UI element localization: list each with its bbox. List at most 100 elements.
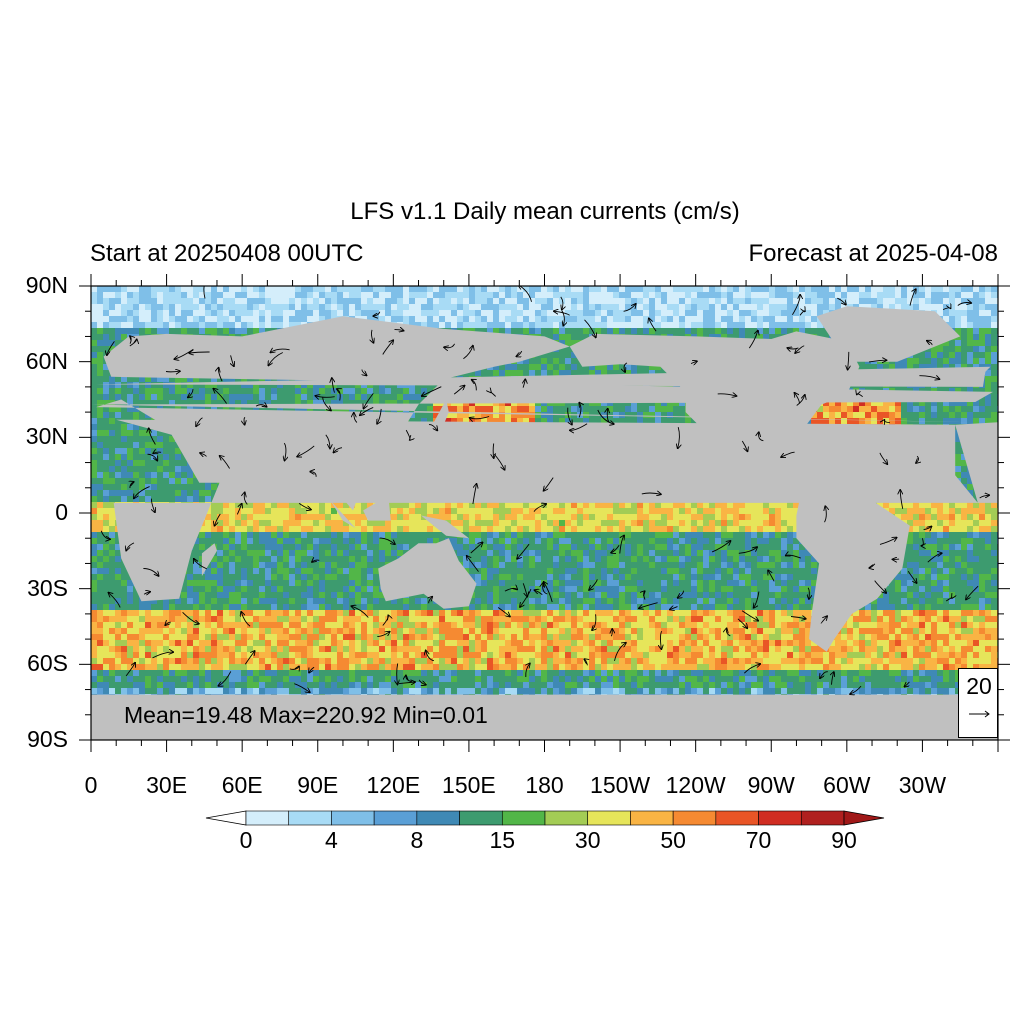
reference-vector-box: 20 (958, 668, 998, 738)
current-vector (711, 541, 730, 553)
current-vector (379, 537, 395, 544)
land-polygon (91, 316, 993, 511)
land-polygon (378, 538, 477, 609)
current-vector (129, 339, 137, 347)
current-vector (670, 607, 678, 610)
land-polygon (421, 399, 449, 433)
current-vector (820, 671, 828, 678)
current-vector (310, 472, 317, 477)
current-vector (418, 679, 426, 685)
current-vector (520, 588, 532, 607)
current-vector (561, 296, 563, 310)
current-vector (213, 389, 227, 404)
current-vector (544, 477, 554, 491)
current-vector (491, 392, 497, 397)
current-vector (644, 591, 645, 600)
colorbar-tick-label: 4 (325, 827, 338, 853)
current-vector (900, 490, 904, 509)
current-vector (820, 616, 827, 624)
colorbar-box (715, 810, 759, 826)
lon-tick-label: 30E (146, 772, 188, 798)
current-vector (149, 428, 156, 445)
current-vector (422, 386, 442, 396)
lat-tick-label: 0 (55, 499, 68, 525)
current-vector (382, 340, 393, 355)
current-vector (151, 498, 155, 513)
current-vector (879, 452, 887, 464)
current-vector (832, 672, 834, 685)
current-vector (373, 311, 381, 316)
current-vector (923, 527, 932, 530)
current-vector (325, 434, 330, 449)
colorbar-tick-label: 8 (410, 827, 424, 853)
current-vector (754, 591, 760, 608)
current-vector (196, 417, 203, 426)
lon-tick-label: 180 (525, 772, 564, 798)
current-vector (799, 311, 805, 316)
current-vector (597, 409, 614, 424)
colorbar-box (544, 810, 589, 826)
lat-tick-label: 60S (27, 650, 68, 677)
colorbar-box (501, 810, 546, 826)
current-vector (109, 593, 121, 608)
forecast-date-label: Forecast at 2025-04-08 (748, 240, 998, 267)
current-vector (241, 612, 251, 627)
current-vector (354, 413, 358, 423)
current-vector (244, 417, 245, 425)
current-vector (220, 456, 230, 469)
current-vector (470, 542, 483, 554)
current-vector (660, 630, 661, 649)
current-vector (268, 352, 283, 366)
land-masses (91, 306, 998, 740)
start-time-label: Start at 20250408 00UTC (90, 240, 364, 267)
land-polygon (816, 306, 961, 362)
current-vector (748, 331, 758, 349)
current-vector (624, 362, 628, 372)
current-vector (130, 336, 131, 344)
current-vector (453, 386, 464, 395)
current-vector (134, 486, 150, 499)
current-vector (165, 371, 180, 372)
land-polygon (363, 495, 391, 521)
current-vector (874, 580, 887, 593)
current-vector (717, 394, 737, 396)
land-polygon (955, 422, 998, 503)
current-vector (147, 453, 158, 460)
statistics-label: Mean=19.48 Max=220.92 Min=0.01 (124, 702, 488, 728)
current-vector (182, 611, 199, 624)
current-vector (153, 452, 162, 453)
current-vector (130, 482, 134, 489)
current-vector (351, 606, 369, 618)
current-vector (377, 632, 389, 637)
land-polygon (330, 500, 356, 529)
current-vector (641, 493, 661, 494)
current-vector (271, 349, 290, 352)
lon-tick-label: 150W (590, 772, 651, 798)
colorbar-box (245, 810, 290, 826)
current-vector (535, 590, 543, 595)
current-vector (188, 389, 194, 397)
current-vector (189, 352, 210, 353)
lat-tick-label: 60N (25, 347, 68, 374)
current-vector (371, 329, 373, 343)
current-vector (868, 360, 886, 362)
current-vector (444, 343, 456, 348)
current-vector (244, 651, 254, 665)
current-vector (472, 380, 477, 391)
chart-title: LFS v1.1 Daily mean currents (cm/s) (350, 198, 740, 225)
lon-tick-label: 90E (297, 772, 339, 798)
current-vector (584, 659, 587, 666)
colorbar-tick-label: 50 (660, 827, 686, 853)
current-vector (570, 423, 588, 431)
current-vector (497, 607, 510, 617)
current-vector (298, 503, 311, 509)
current-vector (204, 286, 206, 299)
lon-tick-label: 60E (221, 772, 263, 798)
current-vector (398, 682, 415, 684)
current-vector (639, 602, 658, 609)
current-vector (516, 350, 523, 356)
current-vector (377, 408, 381, 424)
current-vector (165, 622, 171, 625)
lon-tick-label: 30W (898, 772, 947, 798)
current-vector (796, 395, 805, 406)
